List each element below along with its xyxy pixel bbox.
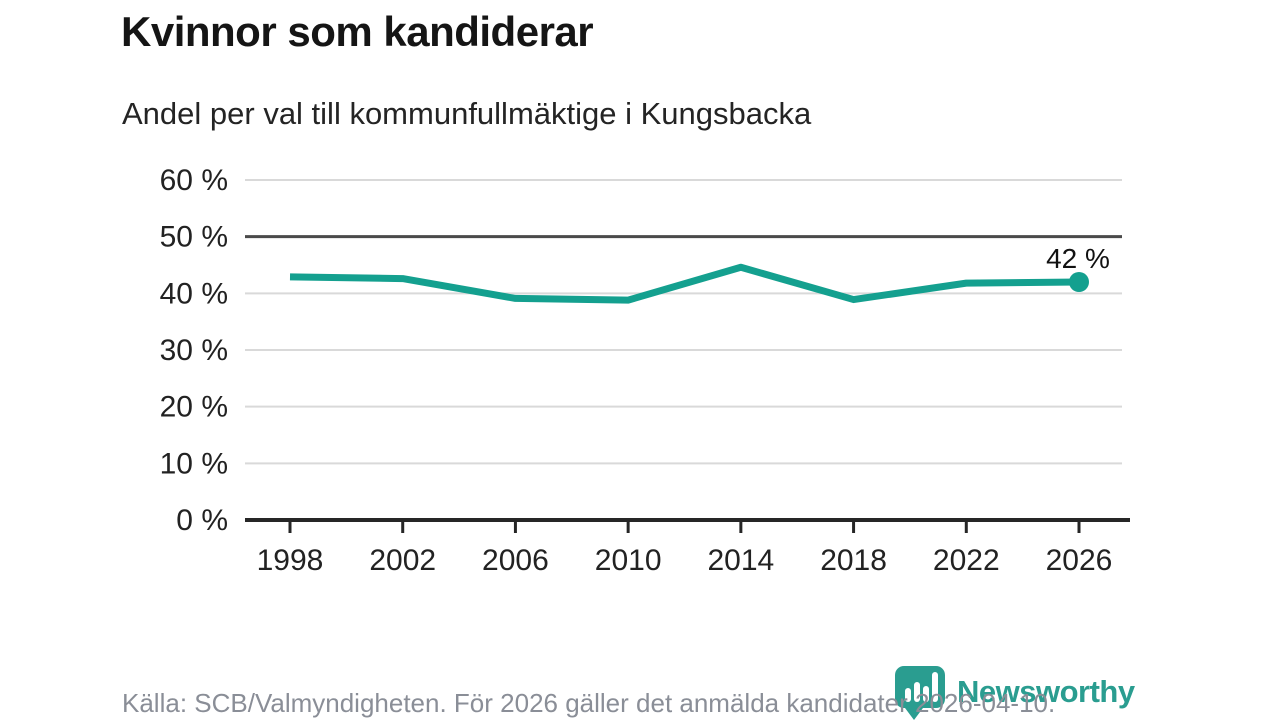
y-axis-label: 40 %	[160, 277, 228, 310]
y-axis-label: 50 %	[160, 221, 228, 254]
logo-bar-3	[923, 686, 929, 702]
x-axis-label: 2018	[820, 544, 887, 577]
newsworthy-wordmark: Newsworthy	[957, 674, 1135, 709]
chart-subtitle: Andel per val till kommunfullmäktige i K…	[122, 96, 812, 131]
logo-bar-1	[905, 688, 911, 702]
source-note: Källa: SCB/Valmyndigheten. För 2026 gäll…	[122, 688, 1056, 718]
y-axis-label: 0 %	[176, 504, 228, 537]
y-axis-label: 30 %	[160, 334, 228, 367]
x-axis-label: 2006	[482, 544, 549, 577]
logo-bar-4	[932, 672, 938, 702]
x-axis-label: 2002	[369, 544, 436, 577]
last-value-label: 42 %	[1046, 243, 1110, 274]
y-axis-label: 20 %	[160, 391, 228, 424]
newsworthy-logo: Newsworthy	[893, 664, 1135, 720]
y-axis-label: 60 %	[160, 164, 228, 197]
x-axis-label: 2026	[1046, 544, 1113, 577]
chart-title: Kvinnor som kandiderar	[121, 8, 594, 55]
x-axis-label: 1998	[257, 544, 324, 577]
newsworthy-logo-icon	[895, 666, 945, 720]
x-axis-label: 2014	[707, 544, 774, 577]
x-axis-label: 2022	[933, 544, 1000, 577]
data-point-dot	[1069, 272, 1089, 292]
trend-line	[289, 263, 1080, 304]
y-axis-label: 10 %	[160, 447, 228, 480]
x-axis-label: 2010	[595, 544, 662, 577]
logo-bar-2	[914, 682, 920, 702]
